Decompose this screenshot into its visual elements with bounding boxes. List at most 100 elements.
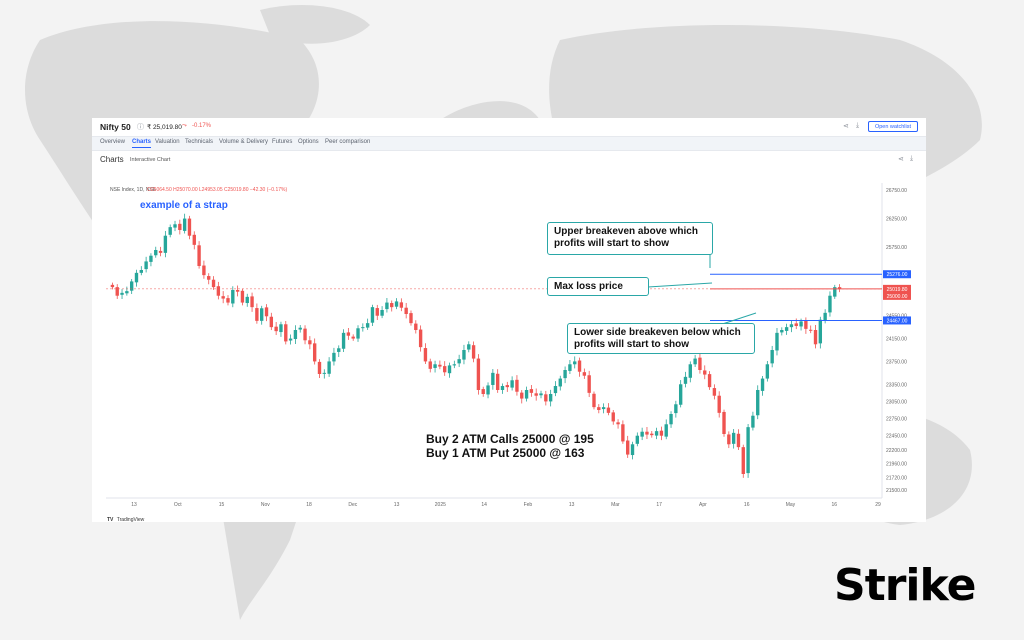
candle-body <box>231 290 235 304</box>
y-tick-label: 24150.00 <box>886 337 907 343</box>
strike-logo-text: Strike <box>834 560 976 611</box>
tab-charts[interactable]: Charts <box>132 139 152 148</box>
download-icon[interactable]: ⤓ <box>856 122 860 129</box>
candle-body <box>698 357 702 370</box>
candle-body <box>365 323 370 328</box>
candle-body <box>548 394 553 402</box>
candle-body <box>640 431 644 437</box>
tab-overview[interactable]: Overview <box>100 139 126 145</box>
y-tick-label: 22450.00 <box>886 434 907 440</box>
candle-body <box>418 329 423 348</box>
candle-body <box>621 424 625 442</box>
candle-body <box>129 281 134 291</box>
candle-body <box>110 284 115 288</box>
candle-body <box>346 332 351 336</box>
chart-mode[interactable]: Interactive Chart <box>130 157 171 163</box>
candle-body <box>539 393 543 396</box>
price-level-badge <box>883 316 911 325</box>
candle-body <box>505 385 509 388</box>
candle-body <box>351 336 355 339</box>
candle-body <box>678 384 683 405</box>
tradingview-logo-mark: TV <box>107 517 114 523</box>
candle-body <box>120 292 124 295</box>
candle-body <box>731 432 736 444</box>
share-icon[interactable]: ⋖ <box>898 156 904 163</box>
price-level-label: 25000.00 <box>887 294 908 300</box>
candle-body <box>467 344 471 350</box>
candle-body <box>809 329 813 331</box>
candles <box>110 213 842 478</box>
x-tick-label: 13 <box>131 502 137 508</box>
candle-body <box>125 291 129 294</box>
download-icon[interactable]: ⤓ <box>910 155 914 162</box>
tab-volume-delivery[interactable]: Volume & Delivery <box>219 139 269 145</box>
candle-body <box>173 224 177 228</box>
candle-body <box>630 444 635 456</box>
tab-valuation[interactable]: Valuation <box>155 139 180 145</box>
candle-body <box>423 348 428 362</box>
tab-peer-comparison[interactable]: Peer comparison <box>325 139 371 145</box>
symbol-name: Nifty 50 <box>100 122 131 132</box>
charts-title: Charts <box>100 155 124 164</box>
candle-body <box>693 358 697 365</box>
candle-body <box>837 287 842 289</box>
x-tick-label: 13 <box>569 502 575 508</box>
candle-body <box>611 412 615 422</box>
candle-body <box>115 287 119 296</box>
candle-body <box>722 411 726 434</box>
candle-body <box>168 227 172 235</box>
candle-body <box>784 327 789 331</box>
candle-body <box>250 296 254 308</box>
tab-futures[interactable]: Futures <box>272 139 293 145</box>
tab-technicals[interactable]: Technicals <box>185 139 214 145</box>
candle-body <box>712 388 717 396</box>
candle-body <box>303 328 307 341</box>
x-tick-label: Feb <box>524 502 533 508</box>
y-tick-label: 26250.00 <box>886 217 907 223</box>
candle-body <box>332 352 336 362</box>
maxloss-callout-connector <box>647 282 713 288</box>
x-tick-label: 2025 <box>435 502 446 508</box>
x-tick-label: 18 <box>306 502 312 508</box>
candle-body <box>409 313 413 324</box>
candle-body <box>264 307 269 317</box>
y-tick-label: 23050.00 <box>886 399 907 405</box>
candle-body <box>293 330 298 340</box>
candle-body <box>669 414 673 425</box>
candle-body <box>370 307 375 323</box>
x-tick-label: 17 <box>656 502 662 508</box>
price-value: ₹ 25,019.80 <box>147 124 182 131</box>
candle-body <box>799 321 803 327</box>
candle-body <box>375 308 379 316</box>
share-icon[interactable]: ⋖ <box>843 123 849 130</box>
candle-body <box>274 326 278 332</box>
open-watchlist-button[interactable]: Open watchlist <box>868 121 918 132</box>
candle-body <box>500 386 505 390</box>
x-tick-label: 29 <box>875 502 881 508</box>
x-tick-label: Apr <box>699 502 707 508</box>
candle-body <box>452 364 457 366</box>
candle-body <box>727 434 731 445</box>
candle-body <box>606 407 611 413</box>
x-tick-label: 16 <box>744 502 750 508</box>
x-tick-label: Oct <box>174 502 182 508</box>
candle-body <box>356 328 360 339</box>
candle-body <box>703 370 707 375</box>
candle-body <box>828 295 832 313</box>
tab-options[interactable]: Options <box>298 139 319 145</box>
candle-body <box>192 234 196 245</box>
candle-body <box>385 302 389 310</box>
candle-body <box>794 323 798 326</box>
chart-subheader: Charts Interactive Chart ⋖ ⤓ <box>92 151 926 167</box>
candle-body <box>471 345 476 359</box>
candle-body <box>163 235 168 253</box>
candle-body <box>582 372 587 376</box>
candle-body <box>756 390 760 416</box>
candle-body <box>674 404 678 414</box>
candle-body <box>486 385 490 395</box>
y-tick-label: 22750.00 <box>886 417 907 423</box>
candle-body <box>298 327 302 330</box>
trend-icon: ⤳ <box>182 123 187 129</box>
info-icon[interactable]: ⓘ <box>137 124 144 131</box>
